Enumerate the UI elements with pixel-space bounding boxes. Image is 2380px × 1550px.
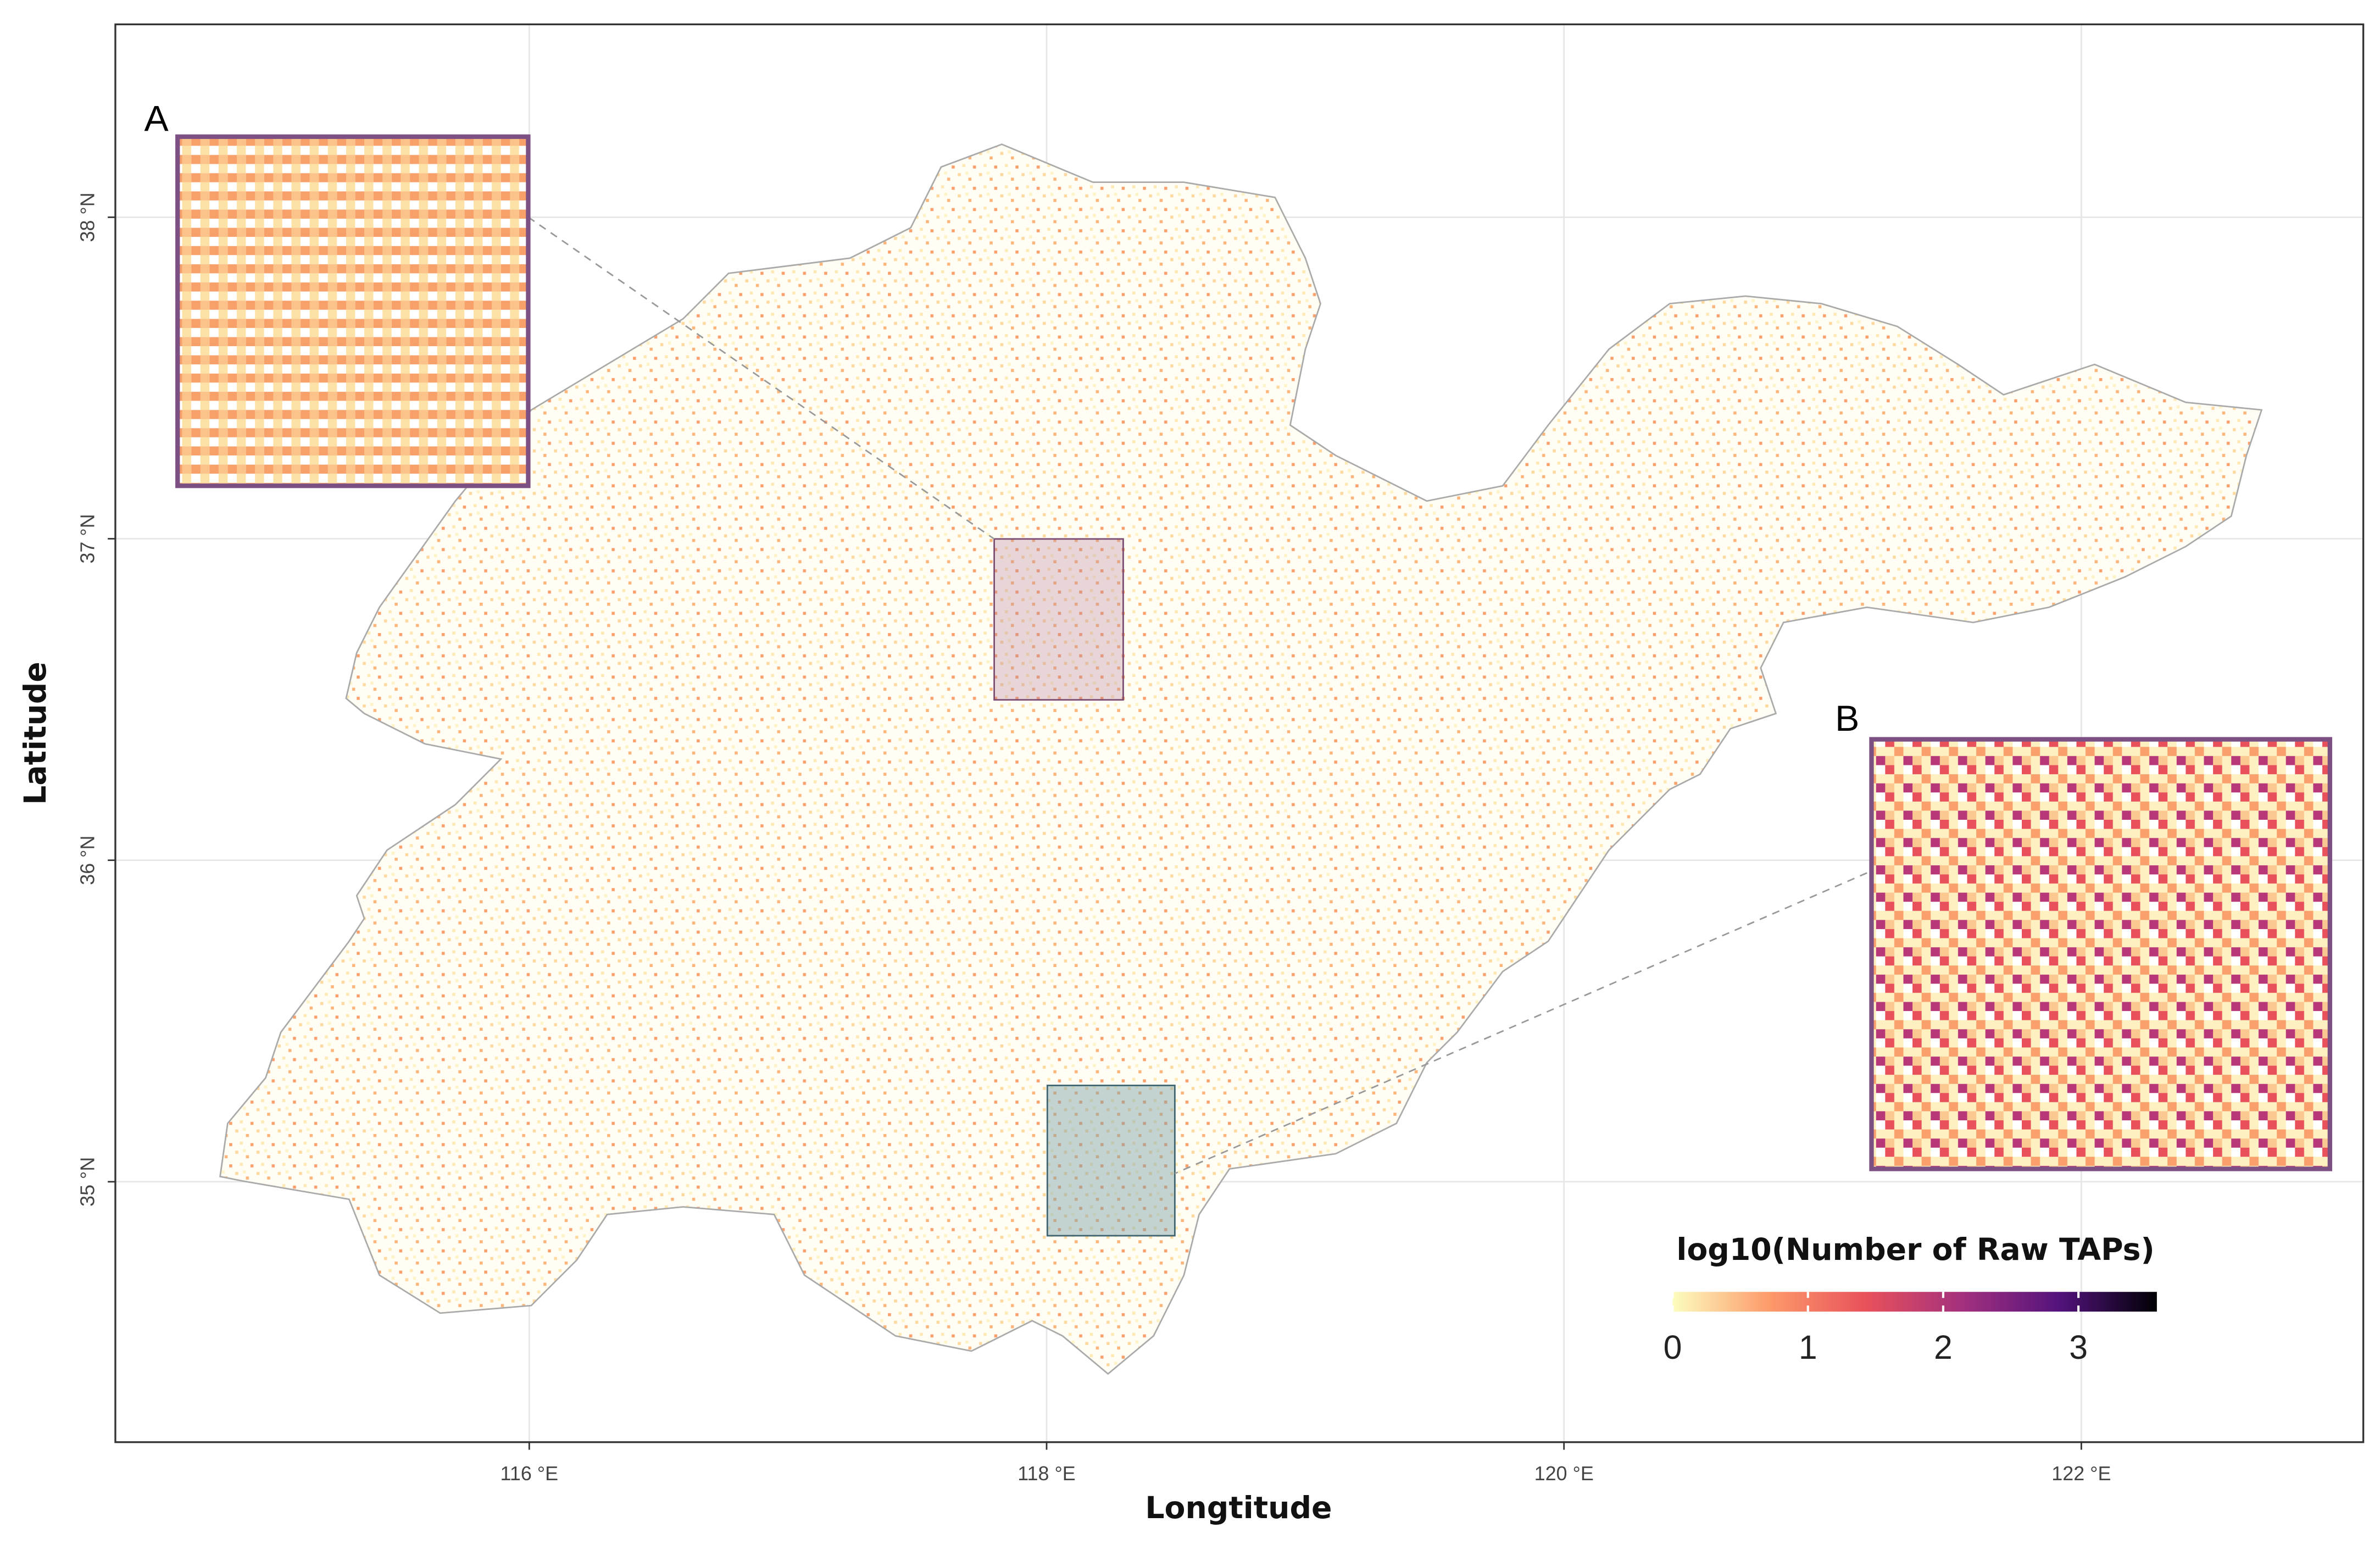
y-tick-label: 36 °N: [76, 836, 98, 885]
x-tick-label: 118 °E: [1017, 1462, 1076, 1485]
y-tick-label: 38 °N: [76, 192, 98, 242]
legend-title: log10(Number of Raw TAPs): [1676, 1232, 2154, 1268]
leader-a: [527, 216, 995, 540]
y-tick-label: 37 °N: [76, 514, 98, 563]
plot-frame: [114, 23, 2365, 1443]
colorbar-label: 3: [2069, 1329, 2088, 1366]
colorbar-label: 1: [1799, 1329, 1817, 1366]
y-tick-label: 35 °N: [76, 1157, 98, 1207]
inset-label: A: [144, 99, 169, 140]
x-tick-label: 122 °E: [2051, 1462, 2111, 1485]
region-box-b: [1046, 1085, 1176, 1237]
inset-b: [1869, 737, 2332, 1171]
y-axis-title: Latitude: [18, 662, 53, 805]
x-tick-label: 116 °E: [501, 1462, 559, 1485]
x-axis-title: Longtitude: [1145, 1491, 1332, 1526]
colorbar-label: 2: [1934, 1329, 1953, 1366]
colorbar-label: 0: [1664, 1329, 1682, 1366]
x-tick-label: 120 °E: [1534, 1462, 1594, 1485]
leader-b: [1174, 872, 1867, 1174]
region-box-a: [993, 538, 1124, 701]
inset-label: B: [1835, 698, 1859, 739]
inset-a: [175, 134, 531, 488]
province: [219, 143, 2263, 1375]
colorbar: [1672, 1292, 2157, 1312]
